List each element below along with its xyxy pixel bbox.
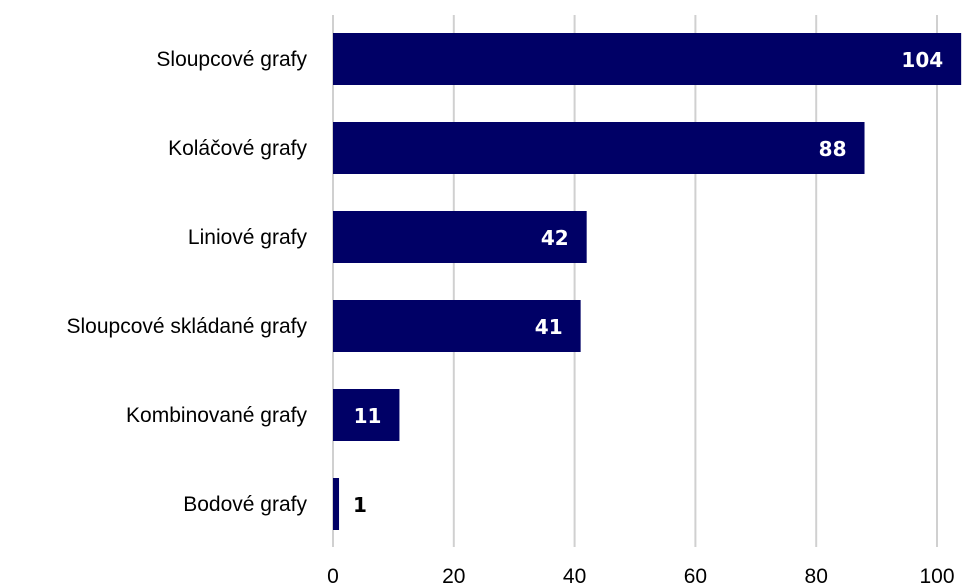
x-tick-label: 80 [805, 565, 828, 586]
category-label: Liniové grafy [188, 226, 308, 249]
gridlines [332, 15, 938, 547]
category-label: Sloupcové grafy [156, 48, 307, 71]
bars [333, 33, 962, 530]
data-label: 41 [535, 315, 563, 339]
bar [333, 389, 400, 441]
data-label: 88 [819, 137, 847, 161]
x-tick-label: 40 [563, 565, 586, 586]
x-axis-tick-labels: 0 20 40 60 80 100 [327, 565, 954, 586]
category-label: Sloupcové skládané grafy [67, 315, 308, 338]
bar [333, 33, 962, 85]
bar [333, 211, 587, 263]
data-label: 1 [353, 493, 367, 517]
data-label: 11 [354, 404, 382, 428]
x-tick-label: 60 [684, 565, 707, 586]
category-label: Kombinované grafy [126, 404, 307, 427]
bar [333, 122, 865, 174]
data-label: 104 [901, 48, 943, 72]
data-label: 42 [541, 226, 569, 250]
category-label: Koláčové grafy [168, 137, 307, 160]
x-tick-label: 20 [442, 565, 465, 586]
category-label: Bodové grafy [183, 493, 307, 516]
bar [333, 300, 581, 352]
bar [333, 478, 340, 530]
x-tick-label: 0 [327, 565, 339, 586]
category-labels: Sloupcové grafy Koláčové grafy Liniové gra… [67, 48, 308, 516]
x-tick-label: 100 [919, 565, 954, 586]
